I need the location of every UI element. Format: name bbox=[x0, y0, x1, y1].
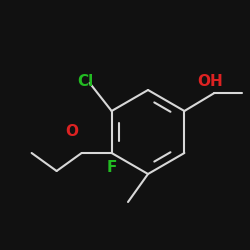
Text: O: O bbox=[66, 124, 78, 140]
Text: OH: OH bbox=[197, 74, 223, 90]
Text: Cl: Cl bbox=[77, 74, 93, 90]
Text: F: F bbox=[107, 160, 117, 176]
